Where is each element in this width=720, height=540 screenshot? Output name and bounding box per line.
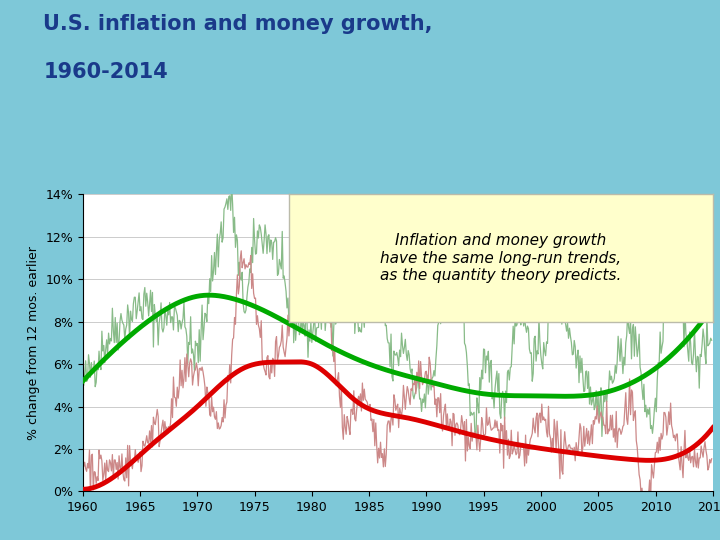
Text: U.S. inflation and money growth,: U.S. inflation and money growth, [43,14,433,33]
Text: Inflation and money growth
have the same long-run trends,
as the quantity theory: Inflation and money growth have the same… [380,233,621,283]
Text: 1960-2014: 1960-2014 [43,62,168,82]
Y-axis label: % change from 12 mos. earlier: % change from 12 mos. earlier [27,246,40,440]
